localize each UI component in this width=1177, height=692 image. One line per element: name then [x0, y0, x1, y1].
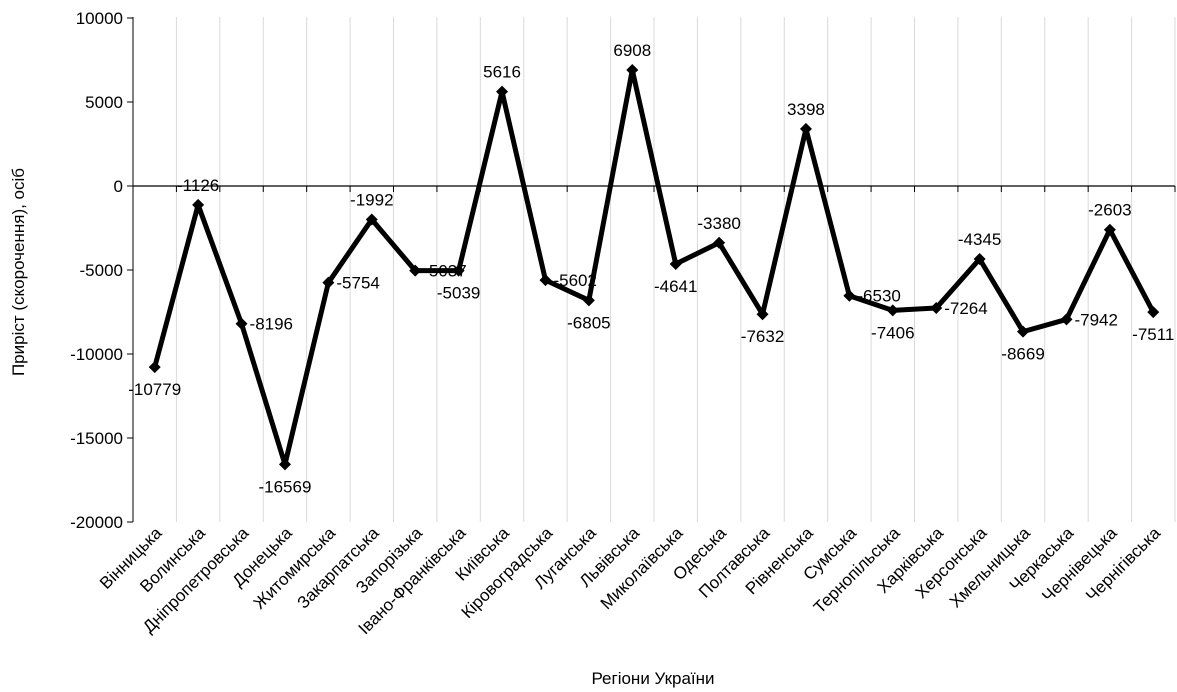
- data-marker: [713, 236, 726, 249]
- data-marker: [452, 264, 465, 277]
- data-marker: [582, 294, 595, 307]
- data-marker: [1147, 306, 1160, 319]
- data-marker: [365, 213, 378, 226]
- data-label: -4641: [654, 277, 697, 296]
- y-tick-label: 10000: [76, 9, 123, 28]
- data-label: -5754: [336, 274, 379, 293]
- data-label: -3380: [697, 214, 740, 233]
- data-label: -16569: [258, 477, 311, 496]
- y-tick-label: 5000: [85, 93, 123, 112]
- data-label: -1126: [177, 176, 219, 195]
- data-marker: [799, 122, 812, 135]
- y-tick-label: 0: [114, 177, 123, 196]
- axes: [127, 17, 1176, 523]
- data-marker: [409, 264, 422, 277]
- series-line-group: [152, 67, 1156, 467]
- data-label: -6805: [567, 313, 610, 332]
- data-label: -1992: [350, 190, 393, 209]
- data-marker: [669, 257, 682, 270]
- data-label-group: -10779 -1126 -8196 -16569 -5754 -1992 -5037 -50…: [128, 41, 1174, 496]
- y-tick-labels: 10000 5000 0 -5000 -10000 -15000 -20000: [70, 9, 123, 532]
- data-marker: [930, 302, 943, 315]
- data-marker: [886, 304, 899, 317]
- data-marker: [1060, 313, 1073, 326]
- data-label: -8669: [1001, 345, 1044, 364]
- data-label: -4345: [958, 230, 1001, 249]
- data-marker: [843, 289, 856, 302]
- gridlines: [132, 17, 1176, 522]
- data-marker: [322, 276, 335, 289]
- data-label: -7942: [1074, 310, 1117, 329]
- data-marker: [973, 252, 986, 265]
- data-marker: [278, 458, 291, 471]
- data-label: -7511: [1132, 325, 1174, 344]
- data-label: -5037: [423, 262, 466, 281]
- marker-group: [148, 63, 1160, 471]
- data-marker: [1017, 325, 1030, 338]
- data-label: -10779: [128, 380, 181, 399]
- data-label: 5616: [483, 63, 521, 82]
- data-marker: [626, 63, 639, 76]
- x-tick-labels: ВінницькаВолинськаДніпропетровськаДонець…: [96, 523, 1164, 638]
- y-tick-label: -5000: [80, 261, 123, 280]
- data-label: -7406: [871, 323, 914, 342]
- data-label: -5602: [553, 271, 596, 290]
- y-tick-label: -15000: [70, 429, 123, 448]
- data-marker: [235, 317, 248, 330]
- data-marker: [756, 308, 769, 321]
- data-label: -2603: [1088, 201, 1131, 220]
- y-tick-label: -10000: [70, 345, 123, 364]
- data-label: -6530: [857, 287, 900, 306]
- data-label: 3398: [787, 100, 825, 119]
- y-axis-title: Приріст (скорочення), осіб: [9, 168, 28, 376]
- data-marker: [148, 361, 161, 374]
- series-line: [152, 67, 1156, 467]
- y-tick-label: -20000: [70, 513, 123, 532]
- data-label: -7632: [741, 327, 784, 346]
- data-label: -5039: [437, 284, 480, 303]
- data-label: -7264: [944, 299, 987, 318]
- data-marker: [1103, 223, 1116, 236]
- data-marker: [192, 198, 205, 211]
- data-marker: [539, 274, 552, 287]
- data-marker: [496, 85, 509, 98]
- data-label: -8196: [250, 315, 293, 334]
- x-axis-title: Регіони України: [591, 669, 714, 688]
- data-label: 6908: [613, 41, 651, 60]
